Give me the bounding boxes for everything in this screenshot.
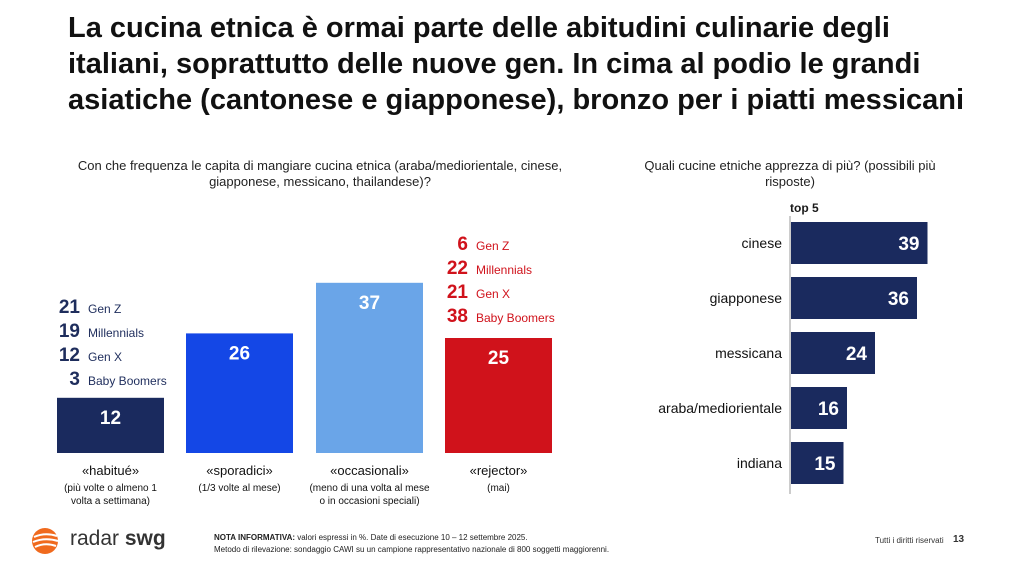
top5-label: top 5 <box>790 201 819 215</box>
hbar-value-label: 36 <box>888 289 909 310</box>
hbar-category-label: giapponese <box>710 290 783 306</box>
right-chart-question: Quali cucine etniche apprezza di più? (p… <box>644 158 936 189</box>
rights-text: Tutti i diritti riservati <box>875 536 944 545</box>
hbar-1 <box>791 277 917 319</box>
segment-label: Gen Z <box>476 239 510 253</box>
hbar-category-label: cinese <box>742 235 783 251</box>
vbar-category-label: «sporadici» <box>206 463 273 478</box>
vbar-category-label: «occasionali» <box>330 463 409 478</box>
hbar-value-label: 24 <box>846 344 868 365</box>
segment-value: 6 <box>457 234 468 255</box>
logo-text-swg: swg <box>124 527 166 550</box>
vbar-value-label: 12 <box>100 408 121 429</box>
vbar-value-label: 26 <box>229 343 250 364</box>
hbar-2 <box>791 332 875 374</box>
vbar-subtitle-line: volta a settimana) <box>71 496 150 507</box>
habitue-segment-1: 19 Millennials <box>50 320 167 344</box>
segment-value: 3 <box>69 369 80 390</box>
vbar-subtitle-line: (meno di una volta al mese <box>309 483 430 494</box>
hbar-4 <box>791 442 844 484</box>
vbar-subtitle-line: o in occasioni speciali) <box>319 496 419 507</box>
segment-label: Gen X <box>476 287 511 301</box>
vbar-subtitle-line: (1/3 volte al mese) <box>198 483 280 494</box>
segment-label: Gen X <box>88 350 123 364</box>
segment-label: Baby Boomers <box>476 311 555 325</box>
vbar-subtitle-line: (mai) <box>487 483 510 494</box>
vbar-3 <box>445 338 552 453</box>
rejector-segment-0: 6 Gen Z <box>438 233 555 257</box>
vbar-category-label: «rejector» <box>470 463 528 478</box>
hbar-category-label: indiana <box>737 455 782 471</box>
vbar-category-label: «habitué» <box>82 463 139 478</box>
note-text: valori espressi in %. Date di esecuzione… <box>295 533 528 542</box>
segment-label: Gen Z <box>88 302 122 316</box>
left-chart-question: Con che frequenza le capita di mangiare … <box>77 158 563 189</box>
footer-note: NOTA INFORMATIVA: valori espressi in %. … <box>214 532 609 556</box>
segment-value: 21 <box>446 282 468 303</box>
page-number: 13 <box>953 534 965 545</box>
rejector-generation-breakdown: 6 Gen Z 22 Millennials 21 Gen X 38 Baby Boomers <box>438 233 555 329</box>
segment-value: 21 <box>58 297 80 318</box>
rejector-segment-2: 21 Gen X <box>438 281 555 305</box>
radar-logo-icon <box>32 528 59 554</box>
hbar-category-label: messicana <box>715 345 782 361</box>
vbar-0 <box>57 397 164 453</box>
segment-label: Millennials <box>476 263 533 277</box>
rejector-segment-3: 38 Baby Boomers <box>438 305 555 329</box>
habitue-segment-0: 21 Gen Z <box>50 296 167 320</box>
segment-value: 38 <box>446 306 468 327</box>
vbar-1 <box>186 333 293 453</box>
vbar-subtitle-line: (più volte o almeno 1 <box>64 483 157 494</box>
rejector-segment-1: 22 Millennials <box>438 257 555 281</box>
vbar-2 <box>316 282 423 453</box>
habitue-generation-breakdown: 21 Gen Z 19 Millennials 12 Gen X 3 Baby Boomers <box>50 296 167 392</box>
hbar-0 <box>791 222 928 264</box>
hbar-value-label: 15 <box>814 454 836 475</box>
segment-value: 19 <box>58 321 80 342</box>
segment-label: Baby Boomers <box>88 374 167 388</box>
hbar-value-label: 16 <box>818 399 839 420</box>
logo-wordmark: radar swg <box>70 527 166 551</box>
page-title: La cucina etnica è ormai parte delle abi… <box>68 12 965 116</box>
logo-text-radar: radar <box>70 527 125 550</box>
vbar-value-label: 37 <box>359 293 380 314</box>
hbar-3 <box>791 387 847 429</box>
habitue-segment-3: 3 Baby Boomers <box>50 368 167 392</box>
method-text: Metodo di rilevazione: sondaggio CAWI su… <box>214 545 610 554</box>
hbar-category-label: araba/mediorientale <box>658 400 782 416</box>
segment-value: 22 <box>446 258 468 279</box>
segment-value: 12 <box>58 345 80 366</box>
hbar-value-label: 39 <box>898 234 919 255</box>
note-label: NOTA INFORMATIVA: <box>214 533 296 542</box>
segment-label: Millennials <box>88 326 145 340</box>
habitue-segment-2: 12 Gen X <box>50 344 167 368</box>
vbar-value-label: 25 <box>488 348 510 369</box>
